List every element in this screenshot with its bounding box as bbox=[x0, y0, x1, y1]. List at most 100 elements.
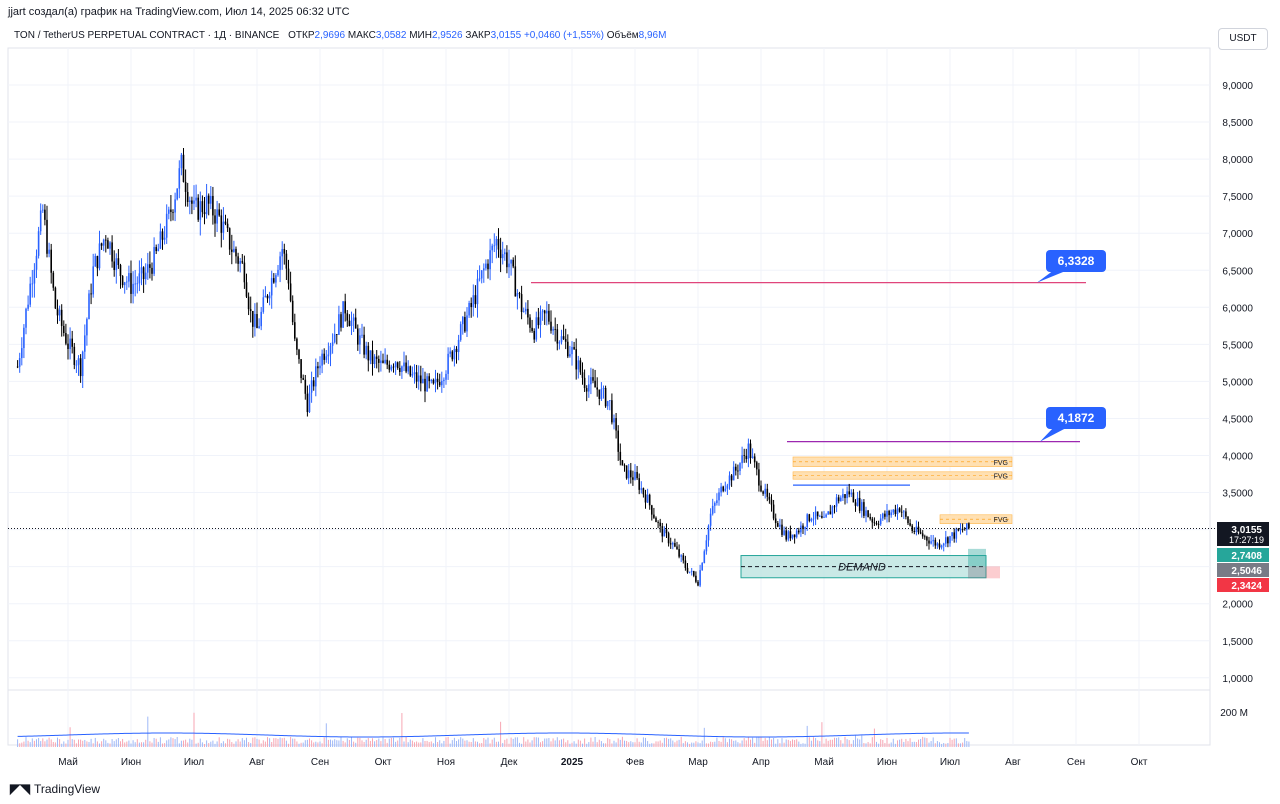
candle-body bbox=[837, 497, 840, 502]
candle-body bbox=[609, 400, 611, 402]
candle-body bbox=[119, 265, 122, 277]
candle-body bbox=[220, 215, 223, 233]
candle-body bbox=[630, 470, 632, 478]
candle-body bbox=[625, 465, 628, 479]
candle-body bbox=[556, 329, 559, 344]
candle-body bbox=[161, 231, 164, 240]
candle-body bbox=[594, 380, 596, 388]
candle-body bbox=[816, 511, 819, 517]
candle-body bbox=[785, 530, 787, 540]
candle-body bbox=[390, 366, 393, 370]
candle-body bbox=[191, 200, 193, 204]
candle-body bbox=[606, 400, 609, 407]
candle-body bbox=[665, 529, 668, 534]
candle-body bbox=[886, 510, 888, 517]
candle-body bbox=[959, 528, 962, 531]
candle-body bbox=[623, 465, 626, 467]
candle-body bbox=[493, 245, 496, 247]
fvg-label: FVG bbox=[994, 460, 1008, 467]
candle-body bbox=[657, 522, 659, 523]
candle-body bbox=[260, 311, 262, 327]
symbol-name[interactable]: TON / TetherUS PERPETUAL CONTRACT · 1Д ·… bbox=[14, 30, 280, 41]
candle-body bbox=[476, 278, 479, 305]
candle-body bbox=[256, 314, 258, 329]
candle-body bbox=[840, 497, 842, 502]
candle-body bbox=[470, 302, 472, 308]
candle-body bbox=[455, 348, 458, 353]
candle-body bbox=[791, 534, 794, 539]
candle-body bbox=[415, 372, 418, 382]
symbol-legend: TON / TetherUS PERPETUAL CONTRACT · 1Д ·… bbox=[14, 30, 666, 41]
candle-body bbox=[892, 509, 895, 513]
x-tick-label: Окт bbox=[1131, 757, 1148, 768]
price-tag bbox=[1217, 578, 1269, 592]
candle-body bbox=[168, 209, 170, 214]
candle-body bbox=[407, 366, 409, 372]
currency-button[interactable]: USDT bbox=[1218, 28, 1268, 50]
x-tick-label: Июн bbox=[877, 757, 897, 768]
candle-body bbox=[898, 508, 901, 512]
price-tag bbox=[1217, 522, 1269, 546]
candle-body bbox=[638, 478, 640, 490]
candle-body bbox=[317, 366, 319, 369]
candle-body bbox=[25, 308, 27, 328]
candle-body bbox=[109, 242, 111, 249]
candle-body bbox=[294, 322, 296, 339]
candle-body bbox=[310, 380, 313, 393]
candle-body bbox=[905, 511, 907, 517]
candle-body bbox=[489, 250, 491, 270]
candle-body bbox=[77, 358, 80, 365]
candle-body bbox=[819, 516, 821, 517]
x-tick-label: Мар bbox=[688, 757, 708, 768]
candle-body bbox=[888, 510, 890, 516]
candle-body bbox=[319, 365, 321, 369]
candle-body bbox=[132, 283, 134, 294]
candle-body bbox=[340, 314, 342, 328]
high-label: МАКС bbox=[347, 30, 376, 41]
candle-body bbox=[462, 317, 464, 325]
candle-body bbox=[65, 333, 67, 344]
candle-body bbox=[243, 262, 246, 283]
close-value: 3,0155 bbox=[490, 30, 522, 41]
candle-body bbox=[531, 327, 533, 332]
candle-body bbox=[726, 485, 729, 489]
candle-body bbox=[252, 310, 254, 327]
candle-body bbox=[936, 543, 939, 546]
candle-body bbox=[388, 364, 391, 370]
x-tick-label: Фев bbox=[626, 757, 644, 768]
candle-body bbox=[863, 502, 865, 516]
candle-body bbox=[770, 499, 773, 505]
candle-body bbox=[352, 317, 355, 321]
candle-body bbox=[640, 488, 643, 490]
candle-body bbox=[401, 366, 403, 372]
candle-body bbox=[79, 358, 82, 377]
candle-body bbox=[331, 342, 334, 346]
candle-body bbox=[495, 238, 498, 246]
candle-body bbox=[266, 295, 269, 299]
candle-body bbox=[163, 237, 166, 240]
candle-body bbox=[199, 201, 202, 220]
y-tick-label: 9,0000 bbox=[1222, 81, 1253, 92]
candle-body bbox=[262, 297, 265, 312]
candle-body bbox=[468, 302, 470, 316]
candle-body bbox=[541, 310, 544, 312]
x-tick-label: 2025 bbox=[561, 757, 584, 768]
candle-body bbox=[126, 281, 128, 283]
candle-body bbox=[71, 338, 73, 347]
low-label: МИН bbox=[409, 30, 432, 41]
candle-body bbox=[909, 523, 911, 526]
candle-body bbox=[512, 259, 514, 267]
candle-body bbox=[806, 514, 808, 527]
volume-value: 8,96M bbox=[638, 30, 667, 41]
candle-body bbox=[472, 295, 475, 308]
y-tick-label: 7,5000 bbox=[1222, 192, 1253, 203]
candle-body bbox=[674, 543, 676, 547]
candle-body bbox=[808, 514, 811, 521]
candle-body bbox=[506, 252, 508, 268]
candle-body bbox=[781, 524, 783, 535]
candle-body bbox=[546, 310, 548, 314]
tradingview-logo[interactable]: ◤◥ TradingView bbox=[10, 781, 100, 797]
x-tick-label: Дек bbox=[501, 757, 518, 768]
candle-body bbox=[871, 518, 874, 523]
